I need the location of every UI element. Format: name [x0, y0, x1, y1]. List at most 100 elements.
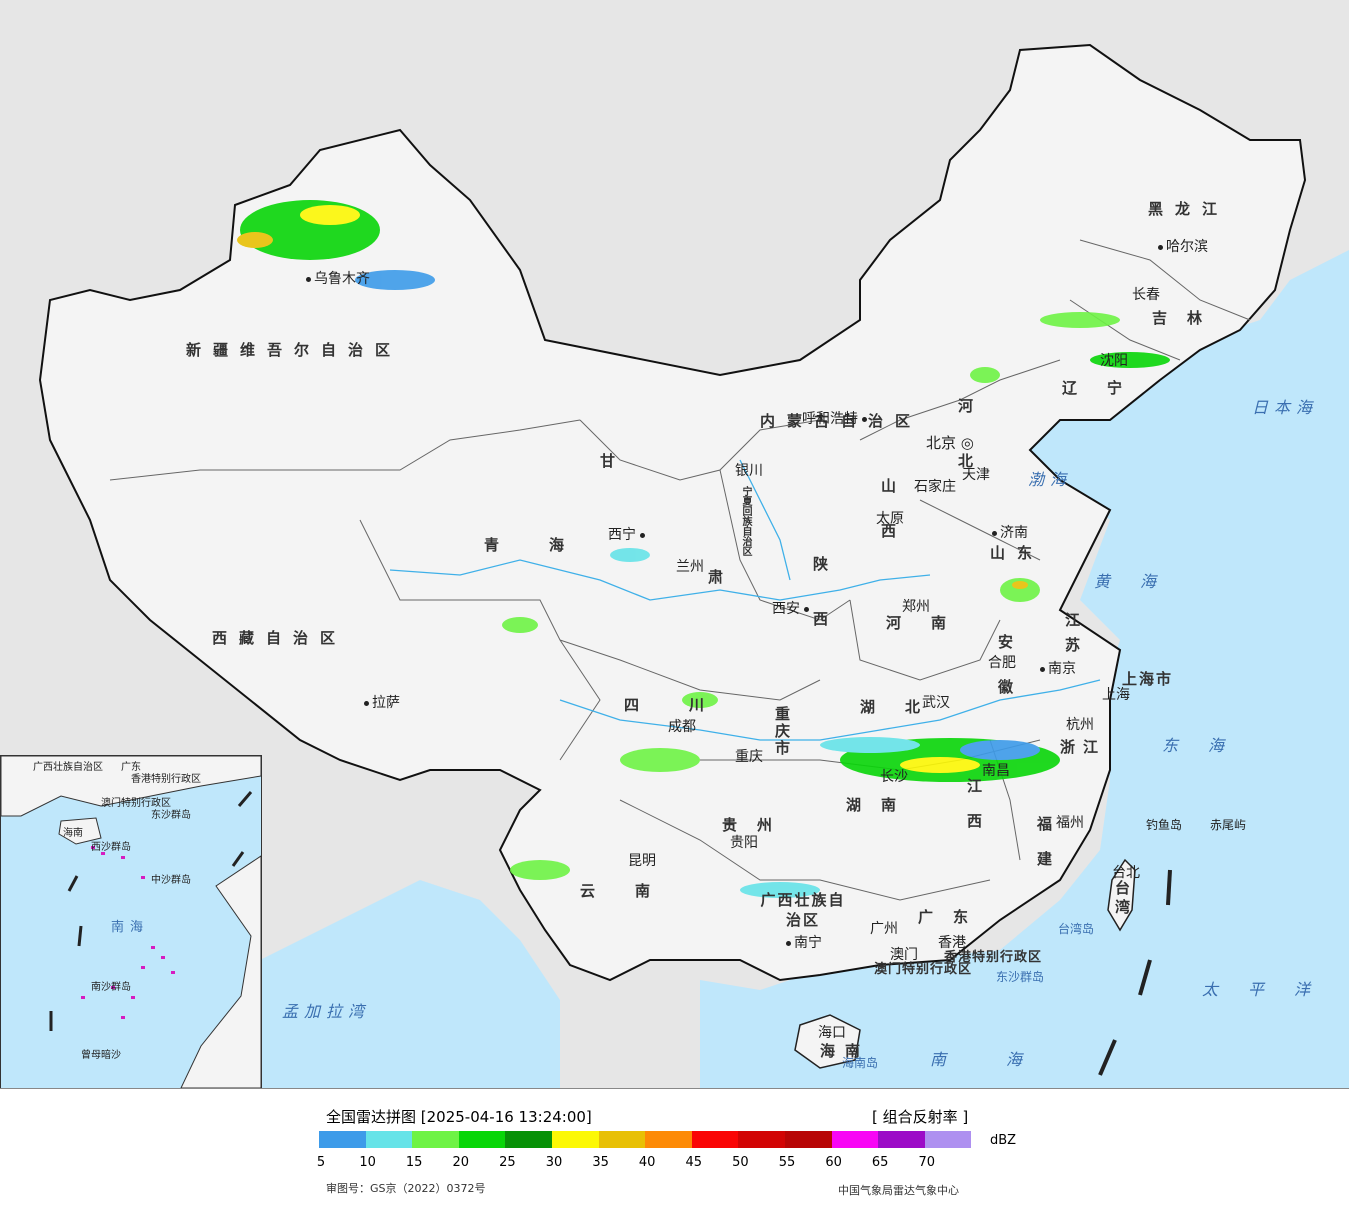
- city-label: 武汉: [922, 695, 950, 711]
- legend-product: [ 组合反射率 ]: [872, 1108, 969, 1126]
- city-label: 南宁: [786, 932, 822, 952]
- city-label: 银川: [735, 463, 763, 479]
- color-swatch: [784, 1131, 832, 1148]
- province-label: 福建: [1035, 816, 1053, 886]
- city-label: 济南: [992, 522, 1028, 542]
- radar-echoes: [237, 200, 1170, 898]
- boundary-dashes: [1098, 869, 1172, 1076]
- radar-map: 新疆维吾尔自治区 西藏自治区 青海 甘 肃 内蒙古自治区 黑龙江 吉林 辽宁 河…: [0, 0, 1349, 1089]
- province-label: 上海市: [1122, 670, 1174, 688]
- province-label: 重庆市: [773, 706, 791, 757]
- sea-label: 渤海: [1028, 470, 1073, 489]
- sea-label: 南海: [930, 1050, 1083, 1069]
- province-label: 江西: [965, 778, 983, 848]
- city-label: 长沙: [880, 769, 908, 785]
- city-label: 贵阳: [730, 835, 758, 851]
- sea-label: 东海: [1162, 736, 1255, 755]
- city-label: 西宁: [608, 524, 648, 544]
- legend-unit: dBZ: [990, 1133, 1017, 1148]
- sea-label: 日本海: [1252, 398, 1319, 417]
- province-label: 江苏: [1063, 612, 1081, 662]
- city-label: 天津: [962, 467, 990, 483]
- inset-label: 东沙群岛: [151, 810, 191, 821]
- tick-label: 5: [316, 1155, 326, 1170]
- province-label: 香港特别行政区: [944, 950, 1043, 965]
- legend-panel: [0, 1089, 1349, 1208]
- island-label: 海南岛: [842, 1056, 879, 1070]
- source-credit: 中国气象局雷达气象中心: [838, 1184, 959, 1197]
- province-label: 新疆维吾尔自治区: [186, 341, 403, 359]
- province-label: 河北: [956, 398, 974, 508]
- inset-label: 广西壮族自治区: [33, 762, 103, 773]
- city-label: 乌鲁木齐: [306, 268, 370, 288]
- province-label: 广东: [918, 908, 989, 926]
- taiwan-outline: [1107, 858, 1136, 932]
- color-swatch: [831, 1131, 879, 1148]
- city-label: 石家庄: [914, 479, 956, 495]
- tick-label: 30: [545, 1155, 563, 1170]
- city-label: 北京 ◎: [926, 434, 974, 452]
- province-label: 西藏自治区: [212, 629, 348, 647]
- south-sea-inset: 广西壮族自治区 广东 海南 南海 东沙群岛 中沙群岛 西沙群岛 南沙群岛 曾母暗…: [0, 755, 262, 1088]
- province-label: 云南: [580, 882, 691, 900]
- city-label: 海口: [818, 1025, 846, 1041]
- color-swatch: [551, 1131, 599, 1148]
- color-swatch: [319, 1131, 366, 1148]
- province-label: 宁夏回族自治区: [740, 486, 751, 556]
- color-swatch: [365, 1131, 413, 1148]
- inset-canvas: [1, 756, 261, 1088]
- tick-label: 65: [871, 1155, 889, 1170]
- rivers: [389, 459, 1101, 741]
- tick-label: 15: [405, 1155, 423, 1170]
- inset-label: 澳门特别行政区: [101, 798, 171, 809]
- province-label: 台湾: [1113, 880, 1131, 918]
- tick-label: 45: [685, 1155, 703, 1170]
- city-label: 福州: [1056, 815, 1084, 831]
- inset-label: 南沙群岛: [91, 982, 131, 993]
- color-swatch: [691, 1131, 739, 1148]
- province-label: 广西壮族自治区: [760, 891, 846, 929]
- color-swatch: [645, 1131, 692, 1148]
- ocean: [700, 250, 1349, 1088]
- city-label: 兰州: [676, 559, 704, 575]
- province-label: 肃: [708, 568, 736, 586]
- color-swatch: [458, 1131, 506, 1148]
- inset-label: 曾母暗沙: [81, 1050, 121, 1061]
- color-swatch: [598, 1131, 646, 1148]
- city-label: 郑州: [902, 599, 930, 615]
- color-swatch: [738, 1131, 785, 1148]
- tick-label: 10: [359, 1155, 376, 1170]
- city-label: 拉萨: [364, 692, 400, 712]
- province-label: 内蒙古自治区: [760, 412, 923, 430]
- province-label: 浙江: [1060, 738, 1107, 756]
- sea-label: 孟加拉湾: [282, 1002, 371, 1021]
- city-label: 南京: [1040, 658, 1076, 678]
- map-canvas: [38, 43, 1349, 1088]
- province-label: 湖北: [860, 698, 951, 716]
- island-label: 赤尾屿: [1210, 818, 1247, 832]
- province-label: 甘: [600, 452, 628, 470]
- province-label: 湖南: [846, 796, 917, 814]
- tick-label: 70: [918, 1155, 936, 1170]
- tick-label: 20: [452, 1155, 470, 1170]
- island-label: 东沙群岛: [996, 970, 1045, 984]
- ocean-south: [260, 880, 560, 1088]
- city-label: 澳门: [890, 947, 918, 963]
- color-swatch: [878, 1131, 925, 1148]
- inset-label: 中沙群岛: [151, 875, 191, 886]
- color-swatch: [505, 1131, 552, 1148]
- city-label: 广州: [870, 921, 898, 937]
- city-label: 哈尔滨: [1158, 236, 1208, 256]
- island-label: 台湾岛: [1058, 922, 1095, 936]
- province-borders: [109, 239, 1251, 901]
- inset-label: 广东: [121, 762, 141, 773]
- city-label: 沈阳: [1100, 353, 1128, 369]
- city-label: 长春: [1132, 287, 1160, 303]
- inset-label: 南海: [111, 920, 150, 935]
- color-swatch: [924, 1131, 972, 1148]
- city-label: 香港: [938, 935, 966, 951]
- province-label: 山西: [879, 478, 897, 568]
- inset-label: 香港特别行政区: [131, 774, 201, 785]
- city-label: 呼和浩特: [802, 408, 870, 428]
